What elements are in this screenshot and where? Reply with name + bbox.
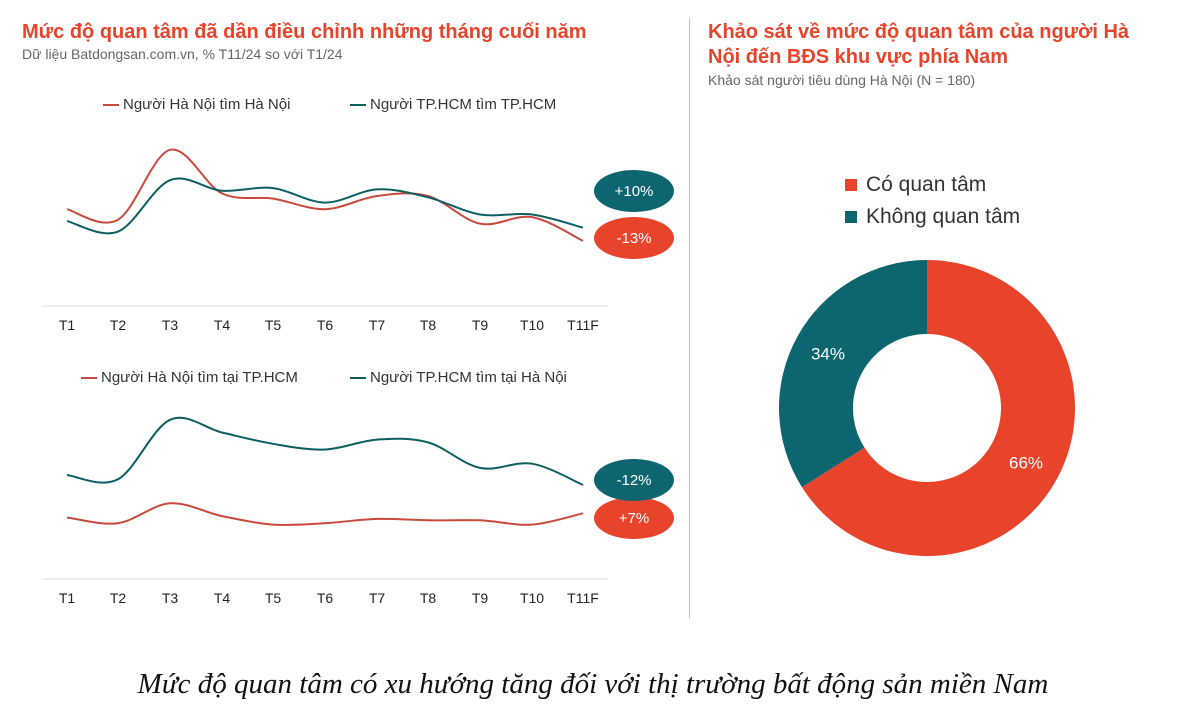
x-tick-label: T2	[110, 317, 127, 333]
donut-chart-title: Khảo sát về mức độ quan tâm của người Hà…	[708, 21, 1130, 68]
x-tick-label: T5	[265, 590, 282, 606]
series-line-0	[66, 148, 584, 242]
line-chart-title: Mức độ quan tâm đã dần điều chỉnh những …	[22, 21, 587, 43]
end-value-label: +7%	[619, 510, 649, 527]
x-tick-label: T6	[317, 590, 334, 606]
x-tick-label: T9	[472, 590, 489, 606]
x-tick-label: T9	[472, 317, 489, 333]
x-tick-label: T4	[214, 317, 231, 333]
legend-label: Người Hà Nội tìm Hà Nội	[123, 96, 291, 113]
donut-legend-item-1: Không quan tâm	[845, 205, 1020, 229]
x-tick-label: T4	[214, 590, 231, 606]
panel-divider	[689, 18, 690, 618]
end-value-badge	[594, 459, 674, 501]
end-value-label: -13%	[616, 230, 651, 247]
legend-label: Có quan tâm	[866, 173, 987, 196]
x-tick-label: T2	[110, 590, 127, 606]
legend-top-series-0: Người Hà Nội tìm Hà Nội	[103, 96, 290, 113]
x-tick-label: T6	[317, 317, 334, 333]
series-line-1	[66, 416, 584, 486]
end-value-badge	[594, 217, 674, 259]
legend-label: Người Hà Nội tìm tại TP.HCM	[101, 369, 298, 386]
x-tick-label: T11F	[567, 317, 599, 333]
legend-swatch-teal	[350, 376, 366, 379]
legend-label: Người TP.HCM tìm tại Hà Nội	[370, 369, 567, 386]
x-tick-label: T10	[520, 317, 544, 333]
legend-square-teal	[845, 211, 857, 223]
end-value-badge	[594, 497, 674, 539]
x-tick-label: T10	[520, 590, 544, 606]
donut-slice-1	[779, 260, 927, 488]
x-tick-label: T11F	[567, 590, 599, 606]
donut-slice-label: 66%	[1009, 453, 1043, 472]
x-tick-label: T1	[59, 317, 76, 333]
legend-swatch-red	[81, 376, 97, 379]
x-tick-label: T3	[162, 590, 179, 606]
donut-legend-item-0: Có quan tâm	[845, 173, 986, 197]
legend-label: Không quan tâm	[866, 205, 1021, 228]
line-chart-subtitle: Dữ liệu Batdongsan.com.vn, % T11/24 so v…	[22, 46, 343, 62]
end-value-badge	[594, 170, 674, 212]
end-value-label: -12%	[616, 472, 651, 489]
legend-label: Người TP.HCM tìm TP.HCM	[370, 96, 557, 113]
legend-swatch-red	[103, 103, 119, 106]
legend-bottom-series-1: Người TP.HCM tìm tại Hà Nội	[350, 369, 567, 386]
x-tick-label: T7	[369, 317, 386, 333]
x-tick-label: T8	[420, 590, 437, 606]
legend-bottom-series-0: Người Hà Nội tìm tại TP.HCM	[81, 369, 298, 386]
end-value-label: +10%	[615, 183, 654, 200]
donut-chart-subtitle: Khảo sát người tiêu dùng Hà Nội (N = 180…	[708, 72, 976, 88]
figure-caption: Mức độ quan tâm có xu hướng tăng đối với…	[137, 668, 1049, 700]
legend-top-series-1: Người TP.HCM tìm TP.HCM	[350, 96, 556, 113]
x-tick-label: T1	[59, 590, 76, 606]
legend-square-red	[845, 179, 857, 191]
x-tick-label: T5	[265, 317, 282, 333]
x-tick-label: T8	[420, 317, 437, 333]
legend-swatch-teal	[350, 103, 366, 106]
donut-slice-0	[802, 260, 1075, 556]
x-tick-label: T7	[369, 590, 386, 606]
series-line-0	[66, 502, 584, 527]
x-tick-label: T3	[162, 317, 179, 333]
donut-slice-label: 34%	[811, 345, 845, 364]
series-line-1	[66, 177, 584, 235]
